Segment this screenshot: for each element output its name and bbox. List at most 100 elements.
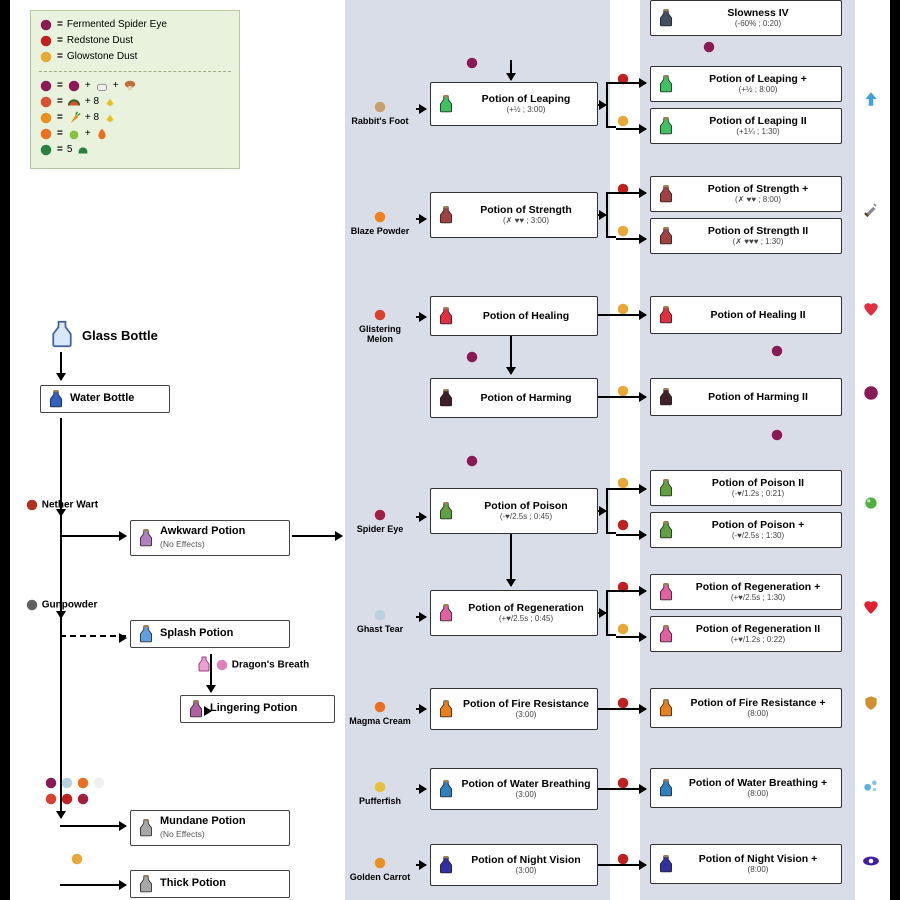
connector: [598, 612, 606, 614]
effect-icon: [862, 494, 880, 512]
potion-card: Potion of Regeneration +(+♥/2.5s ; 1:30): [650, 574, 842, 610]
potion-card: Potion of Regeneration II(+♥/1.2s ; 0:22…: [650, 616, 842, 652]
potion-card: Potion of Strength(✗ ♥♥ ; 3:00): [430, 192, 598, 238]
center-column: [345, 0, 610, 900]
potion-card: Potion of Regeneration(+♥/2.5s ; 0:45): [430, 590, 598, 636]
connector: [616, 238, 646, 240]
brace: [606, 82, 616, 128]
modifier-icon: [616, 224, 630, 238]
brace: [606, 590, 616, 636]
potion-card: Potion of Healing: [430, 296, 598, 336]
ingredient-label: Ghast Tear: [345, 608, 415, 634]
legend-key: =Fermented Spider Eye: [39, 17, 231, 33]
arrow: [60, 418, 62, 818]
potion-card: Potion of Leaping II(+1¼ ; 1:30): [650, 108, 842, 144]
modifier-icon: [702, 40, 716, 54]
modifier-icon: [616, 114, 630, 128]
mundane-ingredients: [44, 776, 114, 806]
arrow: [292, 535, 342, 537]
connector: [598, 396, 646, 398]
legend-recipe: =+ 8: [39, 94, 231, 110]
modifier-icon: [465, 350, 479, 364]
connector: [616, 128, 646, 130]
ingredient-label: Pufferfish: [345, 780, 415, 806]
brace: [606, 488, 616, 534]
connector: [598, 864, 646, 866]
effect-icon: [862, 776, 880, 794]
legend-recipe: =++: [39, 78, 231, 94]
potion-card: Potion of Fire Resistance +(8:00): [650, 688, 842, 728]
arrow: [210, 710, 211, 712]
potion-card: Potion of Strength +(✗ ♥♥ ; 8:00): [650, 176, 842, 212]
effect-icon: [862, 694, 880, 712]
potion-card: Slowness IV(-60% ; 0:20): [650, 0, 842, 36]
effect-icon: [862, 598, 880, 616]
connector: [598, 104, 606, 106]
modifier-icon: [616, 622, 630, 636]
arrow-dashed: [60, 635, 126, 637]
thick-ingredient: [70, 852, 84, 871]
potion-card: Potion of Harming II: [650, 378, 842, 416]
thick-potion: Thick Potion: [130, 870, 290, 898]
glass-bottle-label: Glass Bottle: [82, 328, 158, 343]
potion-card: Potion of Night Vision +(8:00): [650, 844, 842, 884]
modifier-icon: [465, 56, 479, 70]
potion-card: Potion of Leaping(+½ ; 3:00): [430, 82, 598, 126]
awkward-potion: Awkward Potion(No Effects): [130, 520, 290, 556]
brace: [606, 192, 616, 238]
connector: [598, 314, 646, 316]
potion-card: Potion of Harming: [430, 378, 598, 418]
legend-recipe: =+: [39, 126, 231, 142]
effect-icon: [862, 90, 880, 108]
arrow: [60, 825, 126, 827]
brewing-chart: =Fermented Spider Eye=Redstone Dust=Glow…: [10, 0, 890, 900]
legend-key: =Redstone Dust: [39, 33, 231, 49]
connector: [616, 192, 646, 194]
water-bottle: Water Bottle: [40, 385, 170, 413]
potion-card: Potion of Healing II: [650, 296, 842, 334]
potion-card: Potion of Water Breathing(3:00): [430, 768, 598, 810]
legend-recipe: =5: [39, 142, 231, 158]
potion-card: Potion of Poison II(-♥/1.2s ; 0:21): [650, 470, 842, 506]
potion-card: Potion of Poison +(-♥/2.5s ; 1:30): [650, 512, 842, 548]
legend-key: =Glowstone Dust: [39, 49, 231, 65]
potion-card: Potion of Poison(-♥/2.5s ; 0:45): [430, 488, 598, 534]
modifier-icon: [616, 518, 630, 532]
potion-card: Potion of Night Vision(3:00): [430, 844, 598, 886]
ingredient-label: Glistering Melon: [345, 308, 415, 344]
glass-bottle-icon: [48, 320, 76, 348]
connector: [616, 636, 646, 638]
arrow: [60, 884, 126, 886]
effect-icon: [862, 300, 880, 318]
edge-label: Dragon's Breath: [215, 658, 309, 672]
ingredient-label: Rabbit's Foot: [345, 100, 415, 126]
ingredient-label: Magma Cream: [345, 700, 415, 726]
connector: [510, 534, 512, 586]
connector: [598, 788, 646, 790]
potion-card: Potion of Fire Resistance(3:00): [430, 688, 598, 730]
connector: [598, 510, 606, 512]
splash-potion: Splash Potion: [130, 620, 290, 648]
effect-icon: [862, 852, 880, 870]
connector: [616, 590, 646, 592]
connector: [616, 534, 646, 536]
connector: [598, 214, 606, 216]
modifier-icon: [770, 428, 784, 442]
connector: [598, 708, 646, 710]
modifier-icon: [770, 344, 784, 358]
connector: [510, 60, 512, 80]
effect-icon: [862, 200, 880, 218]
arrow: [60, 352, 62, 380]
modifier-icon: [465, 454, 479, 468]
legend-panel: =Fermented Spider Eye=Redstone Dust=Glow…: [30, 10, 240, 169]
arrow: [60, 535, 126, 537]
connector: [616, 82, 646, 84]
potion-card: Potion of Strength II(✗ ♥♥♥ ; 1:30): [650, 218, 842, 254]
legend-recipe: =+ 8: [39, 110, 231, 126]
dragons-breath-icon: [196, 656, 212, 672]
connector: [616, 488, 646, 490]
potion-card: Potion of Leaping +(+½ ; 8:00): [650, 66, 842, 102]
ingredient-label: Blaze Powder: [345, 210, 415, 236]
connector: [510, 336, 512, 374]
mundane-potion: Mundane Potion(No Effects): [130, 810, 290, 846]
